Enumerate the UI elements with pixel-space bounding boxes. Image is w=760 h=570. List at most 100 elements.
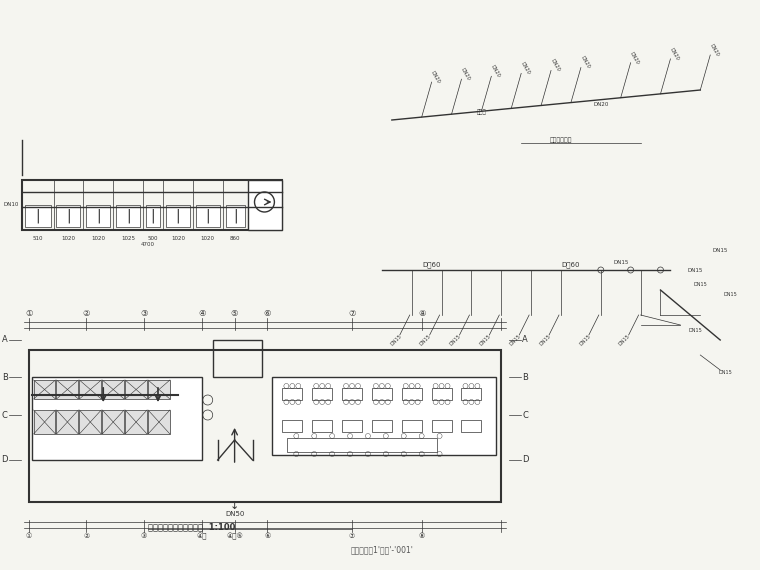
Text: 1020: 1020 — [171, 235, 185, 241]
Text: 1025: 1025 — [121, 235, 135, 241]
Text: ④中⑤: ④中⑤ — [226, 532, 243, 540]
Bar — [432, 388, 451, 400]
Text: DN15: DN15 — [613, 259, 629, 264]
Text: DN20: DN20 — [593, 103, 609, 108]
Text: 510: 510 — [33, 235, 43, 241]
Bar — [402, 388, 422, 400]
Text: DN20: DN20 — [629, 51, 640, 65]
Text: DN15: DN15 — [419, 333, 432, 347]
Bar — [402, 420, 422, 432]
Bar — [226, 205, 245, 227]
Bar — [56, 410, 78, 434]
Text: ①: ① — [25, 310, 33, 319]
Text: ⑤: ⑤ — [231, 310, 239, 319]
Bar — [125, 380, 147, 399]
Text: D: D — [2, 455, 8, 465]
Text: ②: ② — [83, 533, 90, 539]
Bar — [146, 205, 160, 227]
Text: DN15: DN15 — [693, 283, 707, 287]
Bar — [56, 380, 78, 399]
Text: |: | — [233, 209, 237, 223]
Bar — [32, 377, 201, 460]
Bar — [372, 420, 392, 432]
Text: ④: ④ — [198, 310, 205, 319]
Text: ④中: ④中 — [197, 532, 207, 540]
Text: D恠60: D恠60 — [423, 262, 441, 268]
Bar — [196, 205, 220, 227]
Text: DN20: DN20 — [579, 55, 591, 70]
Text: DN15: DN15 — [618, 333, 632, 347]
Text: |: | — [126, 209, 131, 223]
Text: ①: ① — [26, 533, 32, 539]
Text: 1020: 1020 — [201, 235, 215, 241]
Text: DN15: DN15 — [724, 292, 737, 298]
Text: |: | — [150, 209, 155, 223]
Bar — [148, 380, 170, 399]
Bar — [87, 205, 110, 227]
Bar — [24, 205, 50, 227]
Text: ↓: ↓ — [230, 501, 239, 511]
Bar — [56, 205, 81, 227]
Text: DN20: DN20 — [430, 70, 442, 84]
Text: ⑧: ⑧ — [418, 310, 426, 319]
Text: |: | — [35, 209, 40, 223]
Text: A: A — [522, 336, 528, 344]
Text: DN15: DN15 — [389, 333, 403, 347]
Text: DN20: DN20 — [549, 58, 561, 73]
Bar — [272, 377, 496, 455]
Bar — [213, 340, 262, 377]
Text: D: D — [522, 455, 528, 465]
Text: DN50: DN50 — [225, 511, 244, 517]
Bar — [248, 180, 283, 230]
Text: A: A — [2, 336, 8, 344]
Bar — [312, 388, 332, 400]
Bar — [287, 438, 436, 452]
Text: DN15: DN15 — [538, 333, 552, 347]
Bar — [432, 420, 451, 432]
Text: 多功能教室给排水平面图  1:100: 多功能教室给排水平面图 1:100 — [148, 523, 236, 531]
Bar — [125, 410, 147, 434]
Bar — [79, 410, 101, 434]
Text: DN15: DN15 — [713, 247, 728, 253]
Text: ⑦: ⑦ — [349, 533, 355, 539]
Text: 排水管: 排水管 — [477, 109, 486, 115]
Bar — [283, 388, 302, 400]
Text: DN15: DN15 — [688, 267, 703, 272]
Bar — [33, 380, 55, 399]
Bar — [461, 420, 481, 432]
Bar — [283, 420, 302, 432]
Text: 860: 860 — [230, 235, 240, 241]
Text: DN15: DN15 — [718, 370, 732, 376]
Text: DN20: DN20 — [489, 64, 501, 79]
Bar — [342, 388, 362, 400]
Text: ⑧: ⑧ — [419, 533, 425, 539]
Text: DN20: DN20 — [708, 43, 720, 57]
Text: DN20: DN20 — [669, 47, 680, 61]
Text: |: | — [205, 209, 210, 223]
Bar — [103, 380, 124, 399]
Text: |: | — [66, 209, 71, 223]
Text: 1020: 1020 — [91, 235, 106, 241]
Bar — [166, 205, 190, 227]
Text: DN20: DN20 — [460, 67, 471, 82]
Text: DN20: DN20 — [520, 61, 530, 76]
Text: 排水管道系统: 排水管道系统 — [549, 137, 572, 143]
Text: ⑥: ⑥ — [264, 310, 271, 319]
Text: DN15: DN15 — [689, 328, 702, 332]
Text: DN15: DN15 — [479, 333, 492, 347]
Bar — [116, 205, 140, 227]
Text: ③: ③ — [141, 533, 147, 539]
Bar — [372, 388, 392, 400]
Text: 1020: 1020 — [62, 235, 75, 241]
Text: ⑥: ⑥ — [264, 533, 271, 539]
Text: DN15: DN15 — [578, 333, 591, 347]
Bar — [342, 420, 362, 432]
Bar — [312, 420, 332, 432]
Text: DN15: DN15 — [508, 333, 522, 347]
Text: ③: ③ — [141, 310, 147, 319]
Text: D恠60: D恠60 — [562, 262, 580, 268]
Text: |: | — [176, 209, 180, 223]
Text: 图纸编号：1'给排'-'001': 图纸编号：1'给排'-'001' — [350, 545, 413, 555]
Bar — [22, 180, 283, 230]
Text: C: C — [522, 410, 528, 420]
